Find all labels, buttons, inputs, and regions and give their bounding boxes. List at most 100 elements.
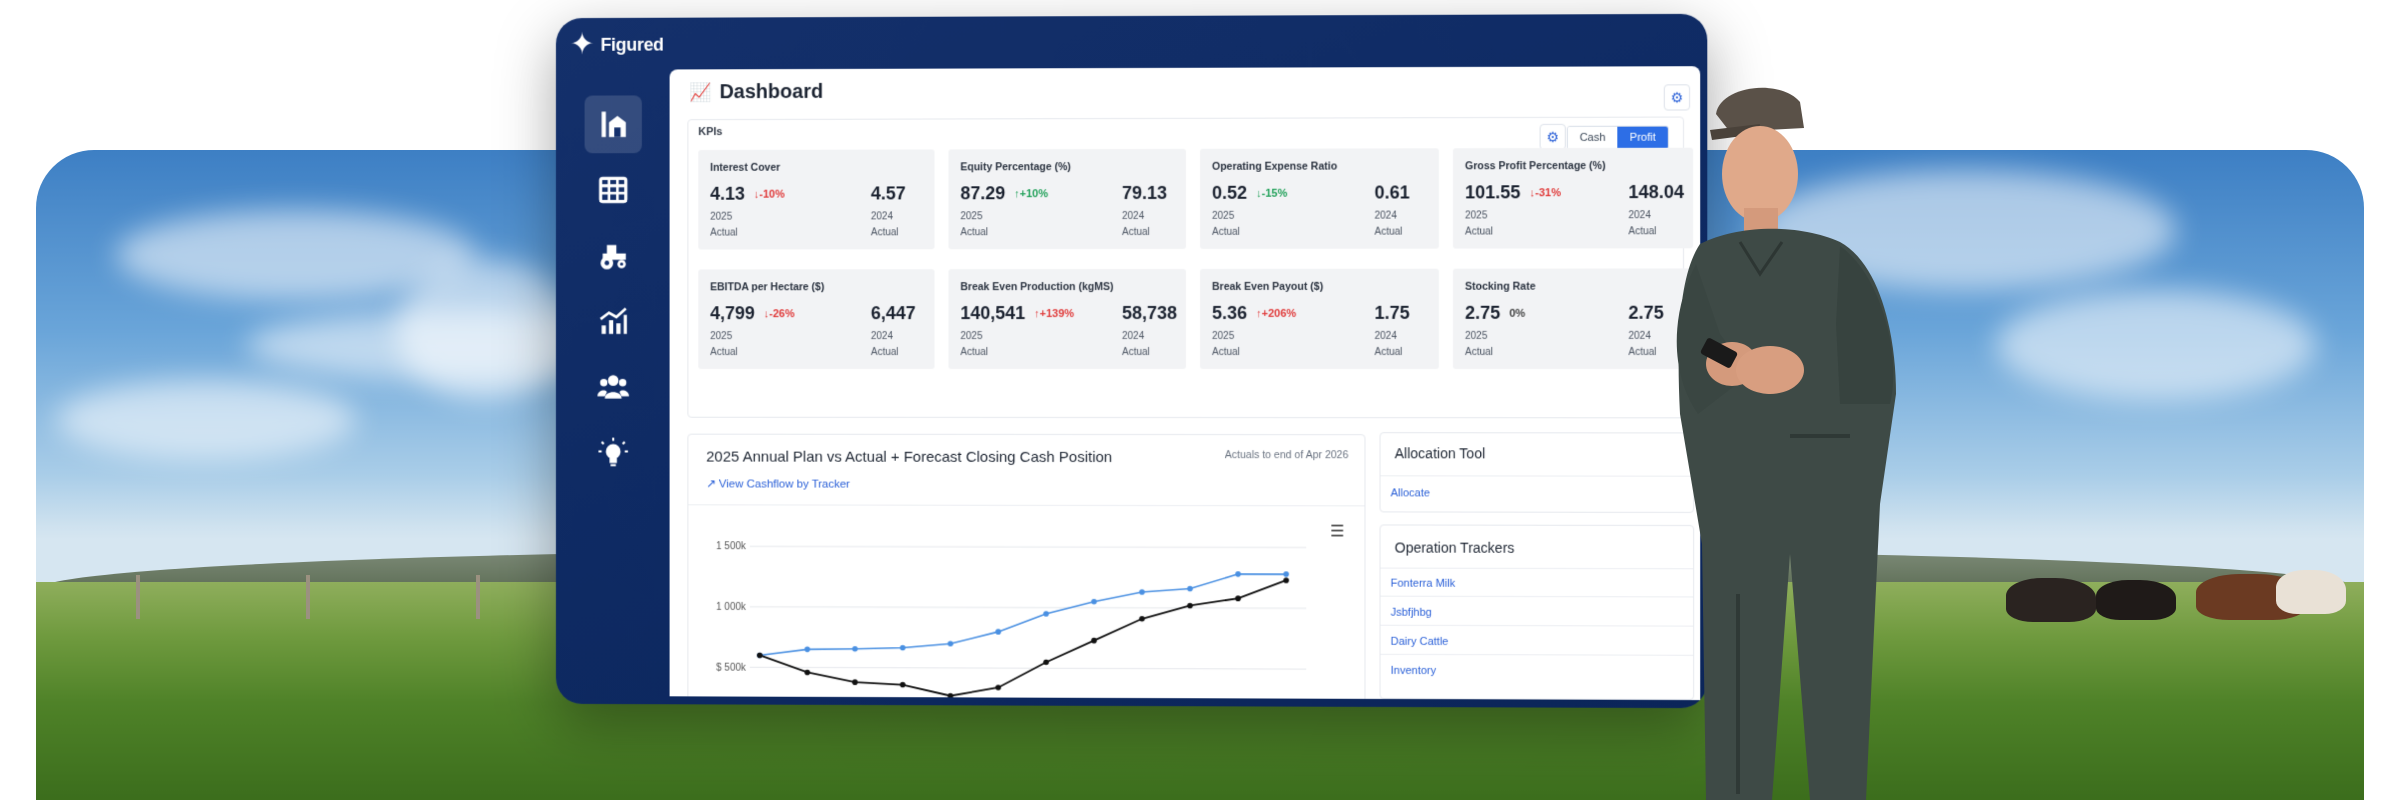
kpi-change-value: +139%	[1039, 308, 1075, 321]
brand-logo[interactable]: ✦ Figured	[570, 28, 664, 61]
kpi-name: Equity Percentage (%)	[960, 161, 1071, 174]
kpi-prev-value: 0.61	[1374, 182, 1410, 203]
kpi-prev-value: 79.13	[1122, 182, 1168, 204]
nav-table[interactable]	[585, 161, 642, 219]
kpi-value: 5.36	[1212, 302, 1248, 323]
kpi-prev-period: 2024 Actual	[1375, 209, 1403, 241]
kpi-year: 2025	[1465, 330, 1488, 342]
kpi-change: ↑+10%	[1014, 188, 1048, 200]
kpi-year: 2025	[960, 331, 983, 343]
chart-point[interactable]	[804, 646, 811, 653]
table-grid-icon	[596, 173, 630, 207]
kpi-year: 2025	[1212, 210, 1235, 222]
kpi-settings-button[interactable]: ⚙	[1539, 123, 1566, 151]
kpi-prev-period: 2024 Actual	[871, 329, 899, 361]
tractor-icon	[600, 245, 626, 270]
chart-point[interactable]	[1043, 659, 1050, 666]
kpi-change: ↑+139%	[1034, 308, 1074, 320]
kpi-prev-year: 2024	[870, 331, 893, 343]
chart-point[interactable]	[995, 628, 1002, 635]
farmer-with-phone-photo	[1676, 87, 1896, 800]
tracker-link-fonterra-milk[interactable]: Fonterra Milk	[1390, 577, 1456, 590]
lightbulb-icon	[596, 436, 630, 467]
chart-point[interactable]	[1235, 595, 1241, 602]
kpi-year: 2025	[1465, 210, 1488, 222]
nav-reports[interactable]	[585, 292, 642, 350]
kpi-change-value: -15%	[1261, 187, 1288, 200]
kpi-change: ↓-26%	[764, 308, 795, 320]
chart-point[interactable]	[1283, 571, 1289, 578]
nav-operations[interactable]	[585, 227, 642, 285]
kpi-name: Stocking Rate	[1465, 280, 1536, 293]
kpi-card[interactable]: Interest Cover 4.13 ↓-10% 2025 Actual 4.57 202…	[698, 149, 935, 250]
chart-point[interactable]	[1091, 599, 1098, 605]
kpi-card[interactable]: EBITDA per Hectare ($) 4,799 ↓-26% 2025 Actu…	[698, 269, 935, 369]
kpi-name: Break Even Production (kgMS)	[960, 281, 1114, 294]
kpi-prev-year: 2024	[870, 211, 893, 223]
chart-point[interactable]	[947, 693, 954, 699]
kpi-name: Break Even Payout ($)	[1212, 280, 1324, 293]
chart-point[interactable]	[1283, 577, 1289, 584]
kpi-change-value: +10%	[1019, 188, 1049, 201]
toggle-cash[interactable]: Cash	[1567, 126, 1618, 149]
kpi-card[interactable]: Operating Expense Ratio 0.52 ↓-15% 2025 Actu…	[1200, 148, 1439, 249]
kpi-period: 2025 Actual	[1212, 329, 1240, 361]
cash-position-line-chart: $ 500k 1 000k 1 500k	[716, 541, 1356, 700]
y-tick-label: 1 500k	[716, 541, 746, 552]
chart-point[interactable]	[804, 669, 811, 676]
kpi-value: 0.52	[1212, 182, 1248, 203]
kpi-prev-year: 2024	[1122, 330, 1145, 343]
gear-icon: ⚙	[1546, 128, 1560, 145]
tracker-link-dairy-cattle[interactable]: Dairy Cattle	[1390, 635, 1449, 648]
view-cashflow-link[interactable]: ↗ View Cashflow by Tracker	[706, 476, 850, 490]
chart-point[interactable]	[1139, 589, 1145, 595]
kpi-year: 2025	[710, 331, 733, 343]
kpi-name: Operating Expense Ratio	[1212, 160, 1338, 173]
kpi-basis: Actual	[960, 347, 989, 359]
chart-point[interactable]	[899, 681, 906, 688]
kpi-period: 2025 Actual	[1465, 329, 1493, 361]
tracker-link-inventory[interactable]: Inventory	[1390, 664, 1437, 678]
nav-people[interactable]	[585, 358, 642, 416]
chart-point[interactable]	[995, 684, 1002, 691]
chart-point[interactable]	[1186, 602, 1193, 609]
chart-point[interactable]	[852, 646, 858, 652]
nav-insights[interactable]	[585, 424, 642, 482]
allocate-link[interactable]: Allocate	[1390, 487, 1430, 500]
kpi-prev-period: 2024 Actual	[1122, 329, 1150, 361]
kpi-prev-value: 58,738	[1122, 302, 1178, 324]
chart-point[interactable]	[899, 645, 906, 651]
kpi-value: 140,541	[960, 303, 1026, 324]
kpi-basis: Actual	[710, 347, 738, 359]
kpi-prev-value: 1.75	[1374, 302, 1410, 323]
chart-point[interactable]	[1043, 611, 1050, 618]
chart-actuals-note: Actuals to end of Apr 2026	[1224, 449, 1349, 462]
kpi-basis: Actual	[1465, 346, 1494, 358]
kpi-prev-basis: Actual	[1374, 226, 1403, 238]
allocation-tool-title: Allocation Tool	[1394, 445, 1486, 462]
kpi-prev-value: 6,447	[870, 303, 916, 324]
chart-point[interactable]	[1091, 637, 1098, 644]
nav-farm-home[interactable]	[584, 95, 642, 154]
kpi-period: 2025 Actual	[960, 209, 988, 241]
kpi-basis: Actual	[1212, 226, 1240, 238]
kpi-card[interactable]: Break Even Production (kgMS) 140,541 ↑+139…	[948, 268, 1187, 370]
cash-position-chart-card: 2025 Annual Plan vs Actual + Forecast Cl…	[687, 433, 1366, 701]
kpi-card[interactable]: Break Even Payout ($) 5.36 ↑+206% 2025 Actua…	[1200, 268, 1439, 370]
kpi-prev-year: 2024	[1374, 330, 1397, 342]
tracker-link-jsbfjhbg[interactable]: Jsbfjhbg	[1390, 606, 1432, 619]
kpi-prev-basis: Actual	[870, 347, 899, 359]
kpi-basis: Actual	[1212, 346, 1240, 358]
chart-point[interactable]	[756, 652, 763, 659]
chart-point[interactable]	[947, 640, 954, 647]
chart-point[interactable]	[1139, 615, 1145, 622]
kpi-card[interactable]: Equity Percentage (%) 87.29 ↑+10% 2025 Actua…	[948, 148, 1187, 250]
chart-point[interactable]	[1235, 571, 1241, 577]
dashboard-panel: 📈 Dashboard ⚙ KPIs ⚙ Cash Profit Interes…	[669, 66, 1701, 701]
chart-point[interactable]	[852, 679, 858, 685]
chart-point[interactable]	[1186, 585, 1193, 592]
kpi-value: 2.75	[1465, 302, 1501, 323]
kpi-change-value: +206%	[1261, 307, 1297, 320]
kpi-section: KPIs ⚙ Cash Profit Interest Cover 4.13 ↓-1…	[687, 116, 1694, 419]
kpi-change-value: -31%	[1535, 187, 1561, 200]
